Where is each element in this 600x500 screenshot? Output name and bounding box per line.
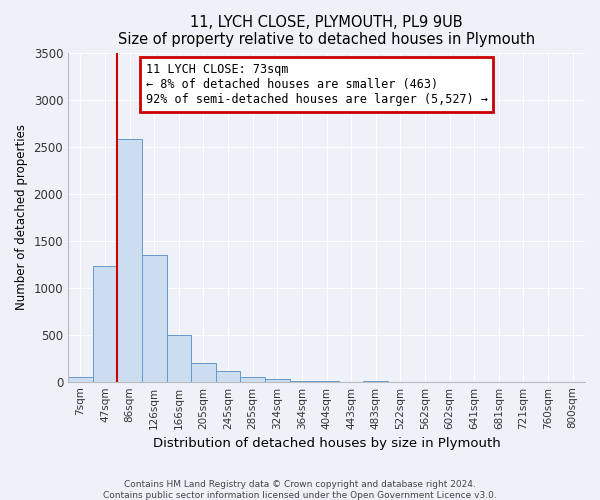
Bar — [191, 363, 216, 382]
Title: 11, LYCH CLOSE, PLYMOUTH, PL9 9UB
Size of property relative to detached houses i: 11, LYCH CLOSE, PLYMOUTH, PL9 9UB Size o… — [118, 15, 535, 48]
X-axis label: Distribution of detached houses by size in Plymouth: Distribution of detached houses by size … — [152, 437, 500, 450]
Bar — [167, 334, 191, 382]
Bar — [142, 255, 167, 382]
Text: Contains HM Land Registry data © Crown copyright and database right 2024.
Contai: Contains HM Land Registry data © Crown c… — [103, 480, 497, 500]
Bar — [265, 379, 290, 382]
Bar — [92, 266, 117, 382]
Bar — [241, 377, 265, 382]
Y-axis label: Number of detached properties: Number of detached properties — [15, 124, 28, 310]
Bar — [216, 372, 241, 382]
Bar — [117, 139, 142, 382]
Text: 11 LYCH CLOSE: 73sqm
← 8% of detached houses are smaller (463)
92% of semi-detac: 11 LYCH CLOSE: 73sqm ← 8% of detached ho… — [146, 62, 488, 106]
Bar — [68, 377, 92, 382]
